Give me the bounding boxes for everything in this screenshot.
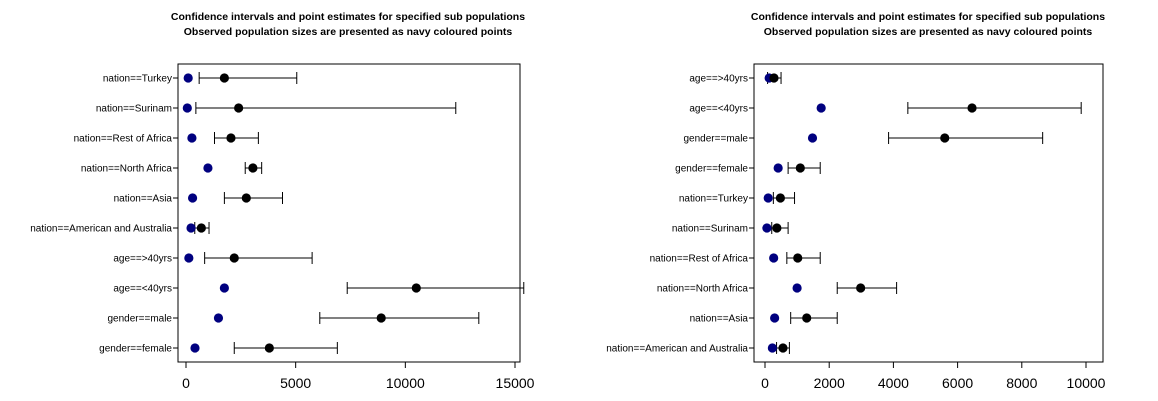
category-label: gender==female (675, 164, 748, 175)
observed-point (817, 103, 826, 112)
estimate-point (234, 103, 243, 112)
category-label: nation==American and Australia (30, 224, 172, 235)
x-tick-label: 4000 (878, 375, 909, 391)
observed-point (220, 283, 229, 292)
estimate-point (856, 283, 865, 292)
estimate-point (265, 343, 274, 352)
category-label: nation==Asia (690, 314, 749, 325)
estimate-point (377, 313, 386, 322)
x-tick-label: 2000 (814, 375, 845, 391)
estimate-point (776, 193, 785, 202)
category-label: gender==male (108, 314, 173, 325)
estimate-point (248, 163, 257, 172)
observed-point (203, 163, 212, 172)
observed-point (187, 133, 196, 142)
observed-point (190, 343, 199, 352)
chart-subtitle: Observed population sizes are presented … (184, 26, 513, 38)
observed-point (768, 343, 777, 352)
x-tick-label: 0 (761, 375, 769, 391)
category-label: nation==Rest of Africa (650, 254, 749, 265)
chart-panel-right: Confidence intervals and point estimates… (606, 11, 1105, 391)
chart-subtitle: Observed population sizes are presented … (764, 26, 1093, 38)
x-tick-label: 6000 (942, 375, 973, 391)
plot-rows: 0 2000 4000 6000 8000 10000 age==>40yrs age==<4… (606, 72, 1105, 391)
estimate-point (967, 103, 976, 112)
estimate-point (412, 283, 421, 292)
estimate-point (796, 163, 805, 172)
category-label: nation==North Africa (81, 164, 173, 175)
category-label: nation==American and Australia (606, 344, 748, 355)
estimate-point (778, 343, 787, 352)
category-label: nation==Asia (114, 194, 173, 205)
x-tick-label: 5000 (280, 375, 311, 391)
category-label: nation==Turkey (679, 194, 748, 205)
plot-frame (178, 64, 520, 362)
chart-panel-left: Confidence intervals and point estimates… (30, 11, 534, 391)
category-label: nation==Turkey (103, 74, 172, 85)
category-label: gender==male (684, 134, 749, 145)
x-tick-label: 10000 (1067, 375, 1106, 391)
x-tick-label: 10000 (386, 375, 425, 391)
observed-point (764, 193, 773, 202)
estimate-point (802, 313, 811, 322)
x-tick-label: 15000 (496, 375, 535, 391)
category-label: nation==North Africa (657, 284, 749, 295)
plot-rows: 0 5000 10000 15000 nation==Turkey nation==Sur… (30, 72, 534, 391)
observed-point (770, 313, 779, 322)
category-label: gender==female (99, 344, 172, 355)
estimate-point (769, 73, 778, 82)
estimate-point (220, 73, 229, 82)
estimate-point (940, 133, 949, 142)
category-label: age==>40yrs (113, 254, 172, 265)
observed-point (186, 223, 195, 232)
category-label: nation==Surinam (96, 104, 172, 115)
estimate-point (197, 223, 206, 232)
category-label: nation==Rest of Africa (74, 134, 173, 145)
observed-point (808, 133, 817, 142)
chart-title: Confidence intervals and point estimates… (751, 11, 1105, 23)
category-label: nation==Surinam (672, 224, 748, 235)
observed-point (184, 253, 193, 262)
estimate-point (226, 133, 235, 142)
observed-point (188, 193, 197, 202)
category-label: age==<40yrs (689, 104, 748, 115)
estimate-point (793, 253, 802, 262)
x-tick-label: 8000 (1006, 375, 1037, 391)
observed-point (769, 253, 778, 262)
observed-point (183, 103, 192, 112)
estimate-point (230, 253, 239, 262)
category-label: age==<40yrs (113, 284, 172, 295)
category-label: age==>40yrs (689, 74, 748, 85)
observed-point (214, 313, 223, 322)
chart-title: Confidence intervals and point estimates… (171, 11, 525, 23)
estimate-point (772, 223, 781, 232)
estimate-point (242, 193, 251, 202)
x-tick-label: 0 (182, 375, 190, 391)
observed-point (184, 73, 193, 82)
observed-point (793, 283, 802, 292)
observed-point (774, 163, 783, 172)
observed-point (762, 223, 771, 232)
